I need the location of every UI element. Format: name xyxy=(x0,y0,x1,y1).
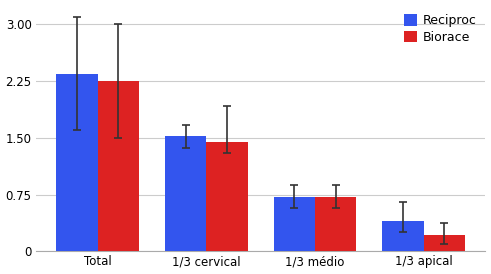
Bar xyxy=(273,197,315,251)
Bar xyxy=(165,136,206,251)
Bar xyxy=(98,81,139,251)
Bar xyxy=(315,197,356,251)
Bar xyxy=(206,142,247,251)
Legend: Reciproc, Biorace: Reciproc, Biorace xyxy=(399,9,482,49)
Bar xyxy=(424,235,465,251)
Bar xyxy=(382,221,424,251)
Bar xyxy=(56,74,98,251)
